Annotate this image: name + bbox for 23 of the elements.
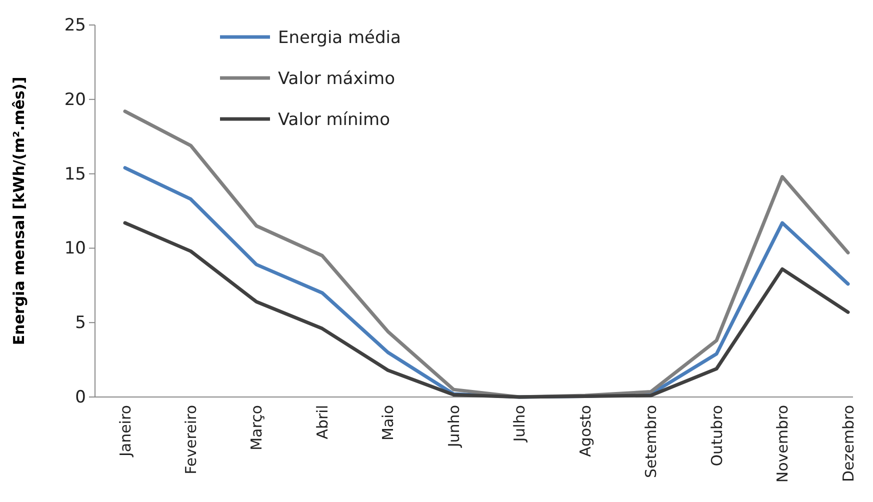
x-tick-label: Abril	[313, 405, 332, 440]
y-tick-label: 15	[64, 164, 86, 184]
x-tick-label: Junho	[444, 405, 463, 448]
x-tick-label: Dezembro	[839, 405, 858, 482]
x-tick-label: Maio	[379, 405, 398, 440]
x-tick-label: Novembro	[774, 405, 792, 483]
legend-label: Valor mínimo	[278, 110, 390, 130]
x-tick-label: Setembro	[642, 405, 660, 478]
x-tick-label: Outubro	[708, 405, 726, 466]
legend-label: Valor máximo	[278, 68, 395, 89]
y-tick-label: 10	[64, 238, 86, 259]
x-tick-label: Julho	[510, 405, 529, 443]
legend-label: Energia média	[278, 28, 401, 48]
x-tick-label: Agosto	[576, 405, 594, 457]
y-tick-label: 0	[75, 387, 86, 408]
x-tick-label: Março	[248, 405, 266, 450]
y-tick-label: 5	[75, 313, 86, 334]
x-tick-label: Fevereiro	[182, 405, 200, 474]
line-series	[123, 221, 850, 399]
x-tick-label: Janeiro	[116, 405, 134, 458]
y-tick-label: 25	[64, 15, 86, 36]
y-tick-label: 20	[64, 90, 86, 110]
y-axis-title: Energia mensal [kWh/(m².mês)]	[10, 76, 28, 346]
